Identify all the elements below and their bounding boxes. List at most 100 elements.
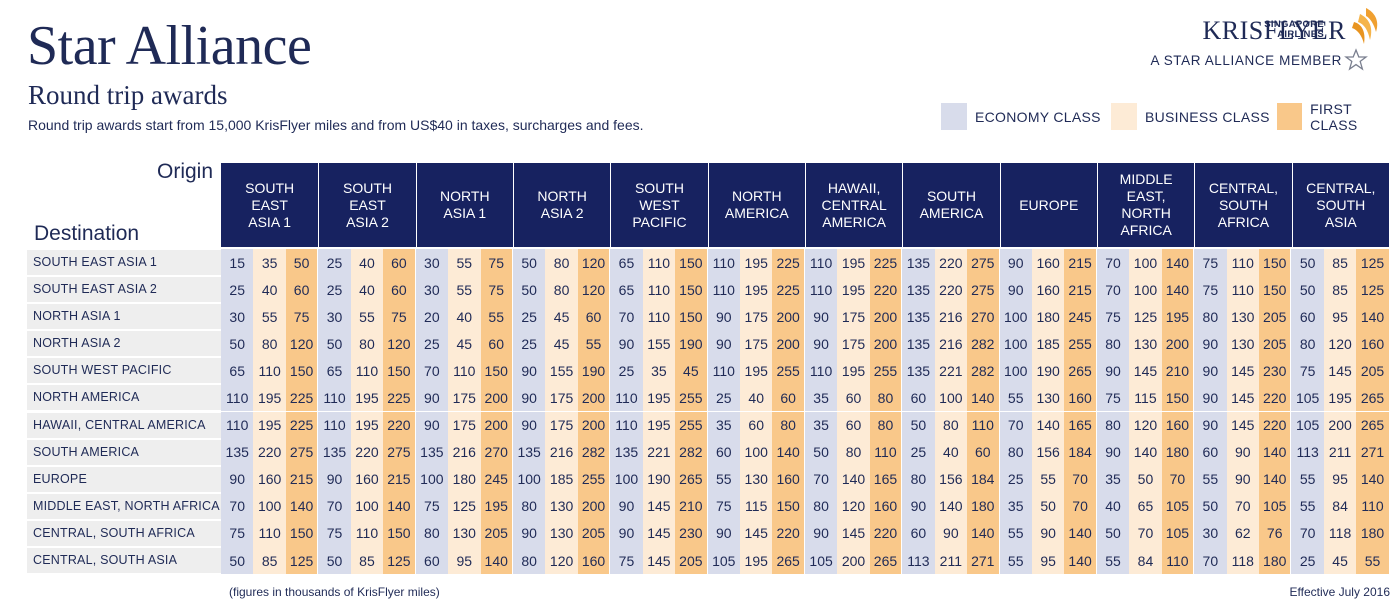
miles-cell: 140: [1356, 303, 1389, 331]
miles-cell: 60: [577, 303, 611, 331]
miles-cell: 140: [480, 547, 513, 575]
miles-cell: 90: [804, 330, 838, 358]
miles-cell: 190: [577, 357, 611, 385]
miles-cell: 75: [1096, 303, 1130, 331]
miles-cell: 265: [1064, 357, 1097, 385]
miles-cell: 90: [1096, 357, 1130, 385]
miles-cell: 90: [804, 519, 838, 547]
miles-cell: 225: [383, 384, 416, 412]
miles-cell: 70: [221, 492, 254, 520]
miles-cell: 140: [967, 384, 1000, 412]
miles-cell: 95: [1031, 547, 1065, 575]
miles-cell: 55: [1356, 547, 1389, 575]
miles-cell: 200: [772, 303, 805, 331]
miles-cell: 220: [253, 438, 286, 466]
miles-cell: 90: [1194, 330, 1227, 358]
singapore-airlines-bird-icon: [1352, 8, 1378, 44]
miles-cell: 195: [480, 492, 513, 520]
destination-label: SOUTH WEST PACIFIC: [27, 358, 221, 384]
miles-cell: 195: [837, 276, 870, 304]
table-row: CENTRAL, SOUTH AFRICA 75 110 150 75 110 150 80 1…: [27, 519, 1389, 547]
miles-cell: 160: [350, 465, 384, 493]
miles-cell: 45: [545, 330, 578, 358]
miles-cell: 145: [837, 519, 870, 547]
miles-cell: 150: [383, 519, 416, 547]
miles-cell: 120: [1129, 411, 1162, 439]
table-row: EUROPE 90 160 215 90 160 215 100 180 245 100 185 255…: [27, 465, 1389, 493]
miles-cell: 180: [967, 492, 1000, 520]
miles-cell: 220: [869, 276, 903, 304]
miles-cell: 70: [318, 492, 351, 520]
miles-cell: 215: [285, 465, 319, 493]
miles-cell: 100: [415, 465, 449, 493]
miles-cell: 255: [675, 384, 708, 412]
destination-label: NORTH ASIA 2: [27, 331, 221, 357]
miles-cell: 220: [934, 276, 968, 304]
miles-cell: 25: [318, 249, 351, 276]
miles-cell: 150: [1259, 276, 1292, 304]
miles-cell: 145: [642, 547, 676, 575]
miles-cell: 80: [869, 411, 903, 439]
miles-cell: 50: [221, 330, 254, 358]
miles-cell: 220: [383, 411, 416, 439]
intro-text: Round trip awards start from 15,000 Kris…: [28, 117, 644, 133]
miles-cell: 100: [253, 492, 286, 520]
miles-cell: 105: [1161, 519, 1195, 547]
miles-cell: 55: [999, 519, 1032, 547]
table-row: MIDDLE EAST, NORTH AFRICA 70 100 140 70 100 14…: [27, 492, 1389, 520]
miles-cell: 95: [448, 547, 481, 575]
miles-cell: 75: [383, 303, 416, 331]
miles-cell: 265: [772, 547, 805, 575]
table-row: HAWAII, CENTRAL AMERICA 110 195 225 110 195 22…: [27, 411, 1389, 439]
miles-cell: 110: [642, 276, 676, 304]
star-alliance-icon: [1344, 48, 1368, 71]
miles-cell: 200: [869, 330, 903, 358]
destination-label: NORTH AMERICA: [27, 385, 221, 411]
miles-cell: 175: [448, 411, 481, 439]
miles-cell: 145: [740, 519, 773, 547]
origin-header-cell: HAWAII, CENTRAL AMERICA: [804, 163, 902, 247]
miles-cell: 145: [1323, 357, 1357, 385]
miles-cell: 175: [837, 330, 870, 358]
miles-cell: 245: [1064, 303, 1097, 331]
miles-cell: 205: [1356, 357, 1389, 385]
miles-cell: 30: [221, 303, 254, 331]
miles-cell: 50: [318, 547, 351, 575]
miles-cell: 125: [1356, 249, 1389, 276]
miles-cell: 130: [1226, 303, 1259, 331]
miles-cell: 90: [902, 492, 935, 520]
miles-cell: 195: [1161, 303, 1195, 331]
miles-cell: 45: [1323, 547, 1357, 575]
miles-cell: 85: [253, 547, 286, 575]
miles-cell: 60: [837, 384, 870, 412]
miles-cell: 50: [512, 249, 546, 276]
miles-cell: 275: [285, 438, 319, 466]
miles-cell: 25: [512, 303, 546, 331]
legend-economy: ECONOMY CLASS: [941, 103, 1101, 130]
miles-cell: 135: [902, 303, 935, 331]
miles-cell: 60: [383, 249, 416, 276]
miles-cell: 282: [675, 438, 708, 466]
miles-cell: 110: [318, 384, 351, 412]
miles-cell: 75: [1194, 276, 1227, 304]
table-row: SOUTH EAST ASIA 2 25 40 60 25 40 60 30 55 75 50 80 1…: [27, 276, 1389, 304]
miles-cell: 160: [772, 465, 805, 493]
miles-cell: 130: [545, 492, 578, 520]
award-table-body: SOUTH EAST ASIA 1 15 35 50 25 40 60 30 55 75 50 80 1…: [27, 249, 1389, 575]
miles-cell: 70: [1129, 519, 1162, 547]
miles-cell: 65: [318, 357, 351, 385]
origin-header-cell: EUROPE: [999, 163, 1097, 247]
destination-label: MIDDLE EAST, NORTH AFRICA: [27, 493, 221, 519]
miles-cell: 135: [902, 276, 935, 304]
miles-cell: 75: [285, 303, 319, 331]
miles-cell: 30: [415, 249, 449, 276]
destination-label: NORTH ASIA 1: [27, 304, 221, 330]
miles-cell: 76: [1259, 519, 1292, 547]
miles-cell: 175: [740, 303, 773, 331]
miles-cell: 130: [1031, 384, 1065, 412]
miles-cell: 40: [934, 438, 968, 466]
miles-cell: 140: [1161, 249, 1195, 276]
miles-cell: 160: [1356, 330, 1389, 358]
miles-cell: 220: [869, 519, 903, 547]
origin-header-cell: SOUTH EAST ASIA 1: [245, 179, 295, 230]
